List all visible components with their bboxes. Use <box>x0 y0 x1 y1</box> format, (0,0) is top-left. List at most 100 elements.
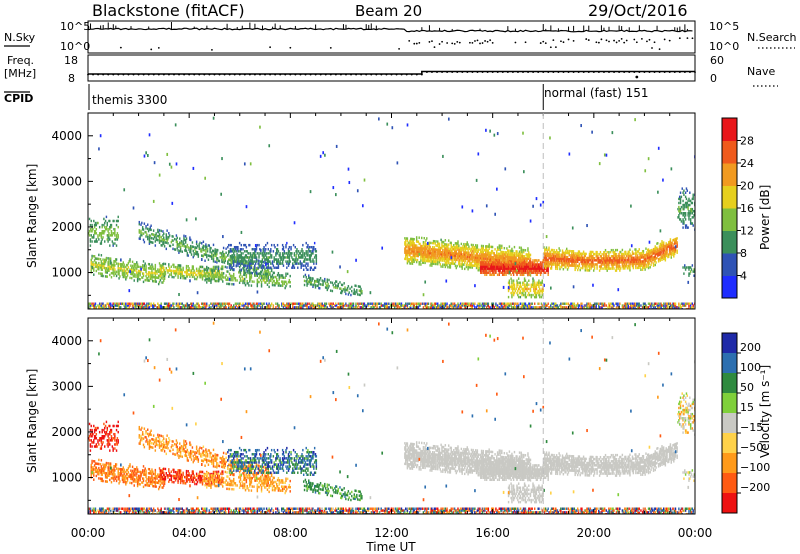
power-cell <box>524 287 527 291</box>
power-cell <box>150 224 152 227</box>
power-cell <box>102 274 104 278</box>
power-cell <box>101 268 103 271</box>
power-cell <box>473 248 475 251</box>
power-cell <box>528 251 530 254</box>
power-cell <box>543 265 545 268</box>
power-cell <box>180 239 183 243</box>
power-cell <box>263 275 265 278</box>
power-cell <box>513 269 516 272</box>
power-cell <box>305 258 307 261</box>
nsky-line <box>87 27 693 33</box>
power-cell <box>134 267 136 270</box>
power-cell <box>227 282 230 286</box>
power-cell <box>145 278 147 282</box>
power-cell <box>315 262 318 265</box>
power-cell <box>428 243 431 247</box>
power-cell <box>554 253 556 256</box>
power-cell <box>612 265 614 268</box>
power-cell <box>496 261 499 264</box>
power-cell <box>411 246 414 249</box>
power-cell <box>471 245 474 249</box>
power-cell <box>193 271 195 275</box>
power-cell <box>412 246 415 249</box>
power-cell <box>232 250 234 253</box>
power-cell <box>564 255 566 259</box>
power-cell <box>111 240 114 243</box>
power-cell <box>239 256 242 259</box>
power-cell <box>549 254 552 258</box>
nsky-label: N.Sky <box>4 31 36 44</box>
power-cell <box>514 267 517 270</box>
power-cell <box>629 256 631 260</box>
power-cell <box>653 249 656 253</box>
power-cell <box>206 278 209 281</box>
power-cell <box>486 257 489 261</box>
power-cell <box>92 263 94 266</box>
power-cell <box>543 267 545 270</box>
power-cell <box>513 263 516 266</box>
power-cell <box>331 281 334 285</box>
power-cell <box>615 255 618 258</box>
power-cell <box>470 251 473 255</box>
power-cell <box>521 293 523 297</box>
power-cell <box>434 252 436 255</box>
power-cell <box>503 246 506 250</box>
power-cell <box>586 269 588 272</box>
power-cell <box>154 280 157 283</box>
power-cell <box>304 273 307 277</box>
power-cell <box>427 247 430 251</box>
power-cell <box>149 226 151 229</box>
power-cell <box>106 223 108 227</box>
power-cell <box>136 279 139 283</box>
power-cell <box>227 276 229 279</box>
power-cell <box>476 252 479 255</box>
power-cell <box>483 257 485 260</box>
power-cell <box>207 273 210 276</box>
power-cell <box>341 289 344 293</box>
power-cell <box>566 259 568 263</box>
power-cell <box>521 265 523 268</box>
power-cell <box>346 288 349 292</box>
power-cell <box>546 252 549 256</box>
power-cell <box>425 255 427 259</box>
power-cell <box>93 263 95 266</box>
power-cell <box>496 265 498 268</box>
power-cell <box>125 278 127 281</box>
power-cell <box>154 265 157 269</box>
power-cell <box>411 262 414 265</box>
power-cell <box>150 273 152 276</box>
power-cell <box>102 230 104 233</box>
power-cell <box>496 246 499 249</box>
power-cell <box>220 275 222 279</box>
power-cell <box>270 254 273 257</box>
power-cell <box>511 263 513 266</box>
power-cell <box>281 258 283 261</box>
power-cell <box>243 281 246 285</box>
power-cell <box>155 280 157 283</box>
power-cell <box>652 248 655 251</box>
power-cell <box>537 265 539 268</box>
power-cell <box>182 266 184 270</box>
power-cell <box>277 282 280 285</box>
power-cell <box>637 264 640 268</box>
power-cell <box>421 261 424 264</box>
power-cell <box>523 285 526 289</box>
power-cell <box>544 265 547 268</box>
power-cell <box>230 259 232 262</box>
power-cell <box>268 256 270 259</box>
power-cell <box>219 273 221 277</box>
power-cell <box>443 255 446 258</box>
power-cell <box>359 285 361 288</box>
power-cell <box>127 262 130 265</box>
power-cell <box>649 249 651 253</box>
power-cell <box>539 263 541 266</box>
power-cell <box>347 293 350 296</box>
power-cell <box>609 261 612 264</box>
power-cell <box>153 276 156 279</box>
power-cell <box>606 250 608 254</box>
power-cell <box>516 252 518 255</box>
power-cell <box>358 285 361 288</box>
power-cell <box>207 266 210 270</box>
power-cell <box>517 264 519 268</box>
nsky-panel-frame <box>87 20 696 54</box>
